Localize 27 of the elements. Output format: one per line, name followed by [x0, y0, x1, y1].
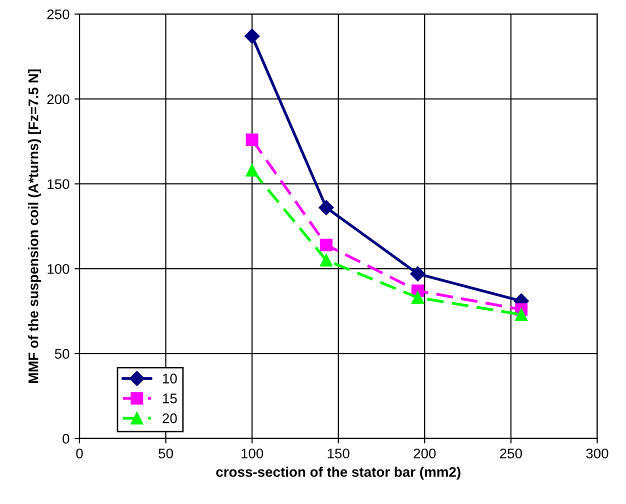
y-tick-label: 100 — [48, 264, 70, 274]
point — [244, 28, 260, 44]
legend-label: 20 — [162, 413, 177, 424]
y-tick-label: 50 — [54, 348, 70, 359]
point — [320, 238, 333, 252]
legend-label: 15 — [163, 394, 177, 404]
point — [411, 291, 424, 304]
y-tick-label: 0 — [62, 434, 70, 444]
point — [515, 308, 528, 321]
x-tick-label: 150 — [328, 448, 350, 458]
x-tick-label: 0 — [76, 448, 83, 458]
legend-label: 10 — [163, 374, 177, 384]
point — [318, 200, 334, 216]
x-tick-label: 50 — [158, 448, 173, 458]
y-axis-title: MMF of the suspension coil (A*turns) [Fz=7.5 N] — [28, 69, 42, 383]
point — [246, 133, 258, 146]
x-tick-label: 250 — [500, 448, 522, 458]
x-axis-title: cross-section of the stator bar (mm2) — [216, 466, 460, 480]
point — [246, 164, 258, 177]
x-tick-label: 100 — [242, 448, 264, 458]
x-tick-label: 200 — [414, 448, 436, 458]
x-tick-label: 300 — [586, 448, 608, 458]
y-tick-label: 200 — [47, 94, 70, 104]
y-tick-label: 150 — [48, 179, 70, 190]
point — [320, 254, 333, 266]
y-tick-label: 250 — [47, 9, 70, 20]
point — [410, 266, 426, 282]
